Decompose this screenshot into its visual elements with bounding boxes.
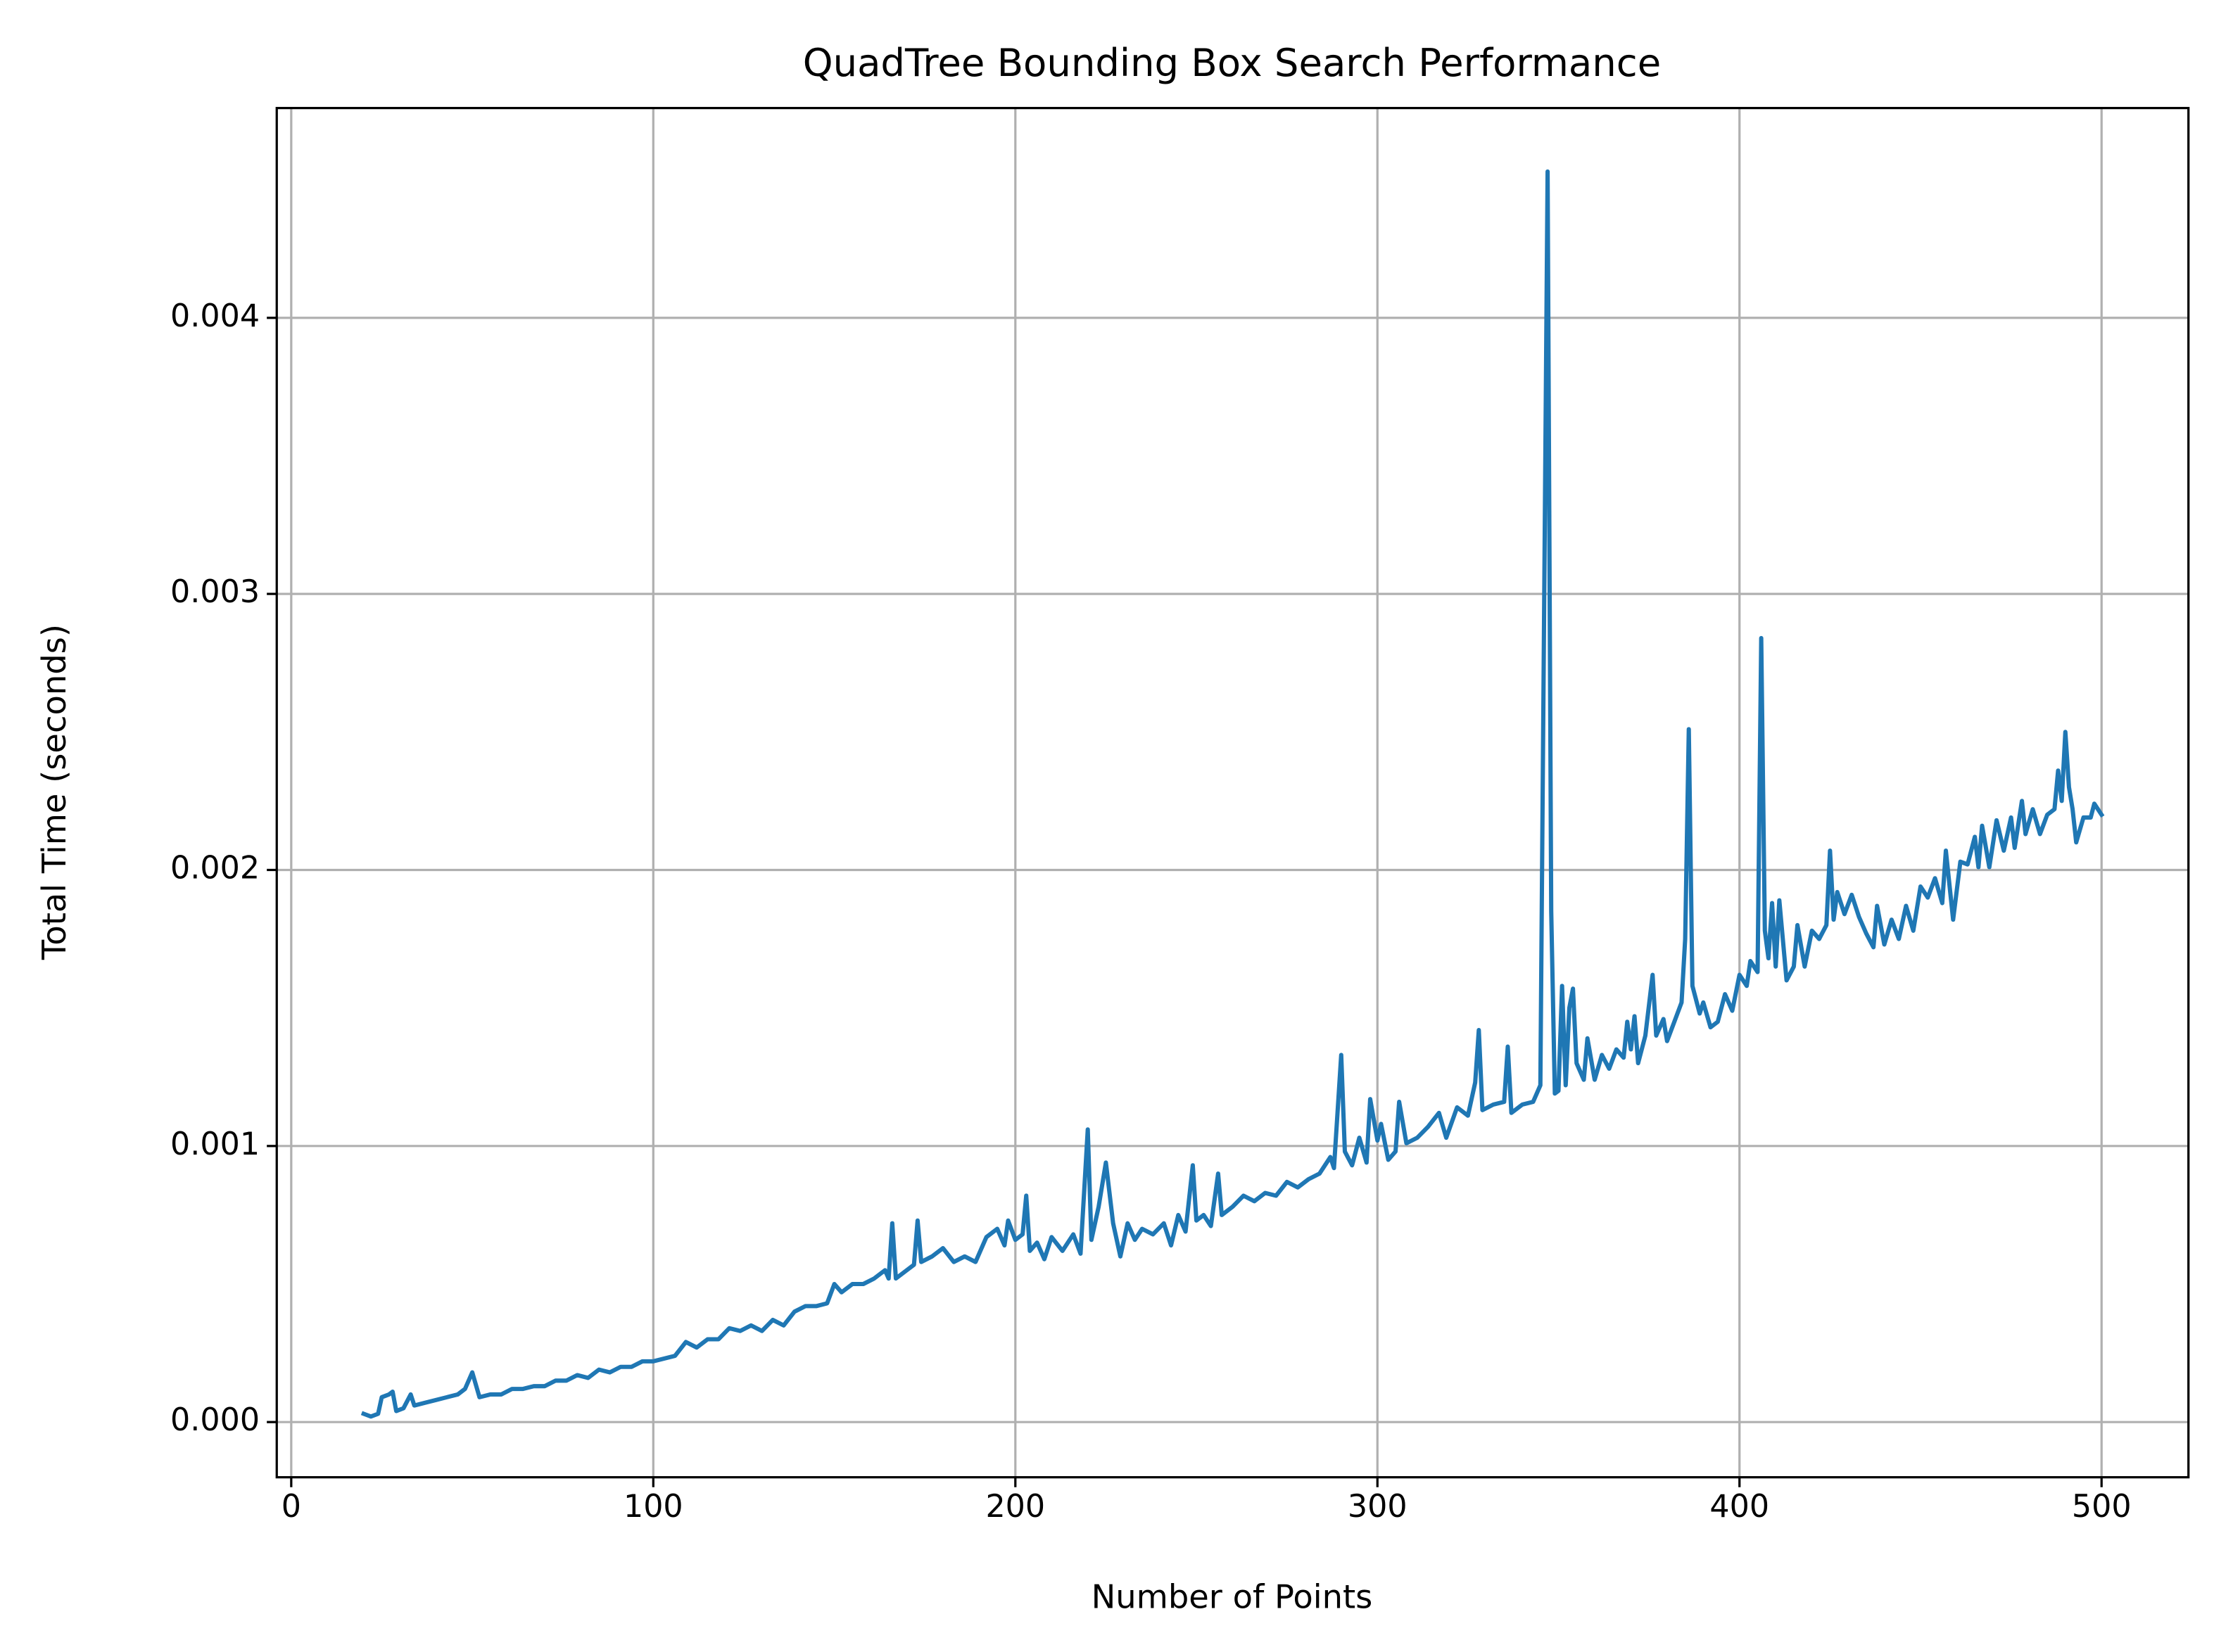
x-tick-label: 100 — [624, 1489, 683, 1525]
y-tick-label: 0.004 — [170, 298, 260, 334]
x-tick-label: 500 — [2072, 1489, 2132, 1525]
x-tick-label: 300 — [1348, 1489, 1408, 1525]
x-axis-label: Number of Points — [1092, 1578, 1373, 1616]
x-tick-label: 400 — [1709, 1489, 1769, 1525]
y-tick-label: 0.003 — [170, 574, 260, 610]
x-tick-label: 200 — [985, 1489, 1045, 1525]
data-line — [360, 169, 2105, 1419]
plot-frame — [275, 106, 2190, 1479]
x-tick-label: 0 — [282, 1489, 301, 1525]
y-tick-label: 0.000 — [170, 1402, 260, 1438]
y-axis-label: Total Time (seconds) — [35, 624, 73, 960]
y-tick-label: 0.001 — [170, 1126, 260, 1162]
chart-title: QuadTree Bounding Box Search Performance — [803, 40, 1661, 85]
y-tick-label: 0.002 — [170, 850, 260, 886]
